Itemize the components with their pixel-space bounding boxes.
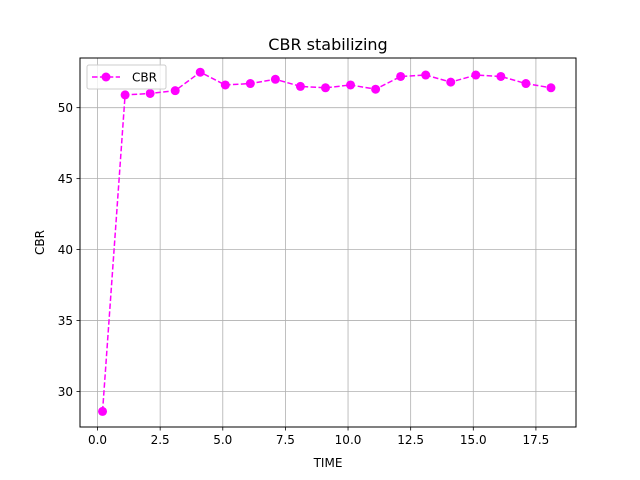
x-tick-label: 2.5 bbox=[151, 433, 170, 447]
data-point bbox=[446, 77, 456, 87]
data-point bbox=[371, 84, 381, 94]
data-point bbox=[145, 88, 155, 98]
y-tick-label: 45 bbox=[58, 172, 73, 186]
data-point bbox=[421, 70, 431, 80]
y-axis-label: CBR bbox=[33, 230, 47, 255]
data-point bbox=[471, 70, 481, 80]
legend: CBR bbox=[86, 64, 167, 90]
x-tick-label: 5.0 bbox=[213, 433, 232, 447]
ticks: 0.0 2.5 5.0 7.5 10.0 12.5 15.0 17.5 30 35 40 45 50 bbox=[58, 101, 550, 447]
legend-box bbox=[86, 64, 167, 90]
data-point bbox=[195, 67, 205, 77]
data-point bbox=[396, 71, 406, 81]
plot-frame bbox=[79, 57, 577, 428]
data-point bbox=[521, 79, 531, 89]
data-point bbox=[320, 83, 330, 93]
x-axis-label: TIME bbox=[313, 456, 343, 470]
y-tick-label: 40 bbox=[58, 243, 73, 257]
x-tick-label: 7.5 bbox=[276, 433, 295, 447]
y-tick-label: 30 bbox=[58, 385, 73, 399]
series-layer bbox=[98, 67, 556, 416]
data-point bbox=[220, 80, 230, 90]
data-point bbox=[295, 81, 305, 91]
x-tick-label: 12.5 bbox=[397, 433, 424, 447]
data-point bbox=[270, 74, 280, 84]
chart-title: CBR stabilizing bbox=[268, 35, 387, 54]
data-point bbox=[98, 406, 108, 416]
x-tick-label: 10.0 bbox=[335, 433, 362, 447]
x-tick-label: 17.5 bbox=[523, 433, 550, 447]
data-point bbox=[546, 83, 556, 93]
y-tick-label: 35 bbox=[58, 314, 73, 328]
data-point bbox=[120, 90, 130, 100]
data-point bbox=[170, 86, 180, 96]
x-tick-label: 15.0 bbox=[460, 433, 487, 447]
data-point bbox=[346, 80, 356, 90]
data-point bbox=[496, 71, 506, 81]
x-tick-label: 0.0 bbox=[88, 433, 107, 447]
y-tick-label: 50 bbox=[58, 101, 73, 115]
legend-marker-sample bbox=[101, 72, 111, 82]
legend-entry-cbr: CBR bbox=[132, 71, 157, 85]
data-point bbox=[245, 79, 255, 89]
grid bbox=[80, 58, 576, 427]
